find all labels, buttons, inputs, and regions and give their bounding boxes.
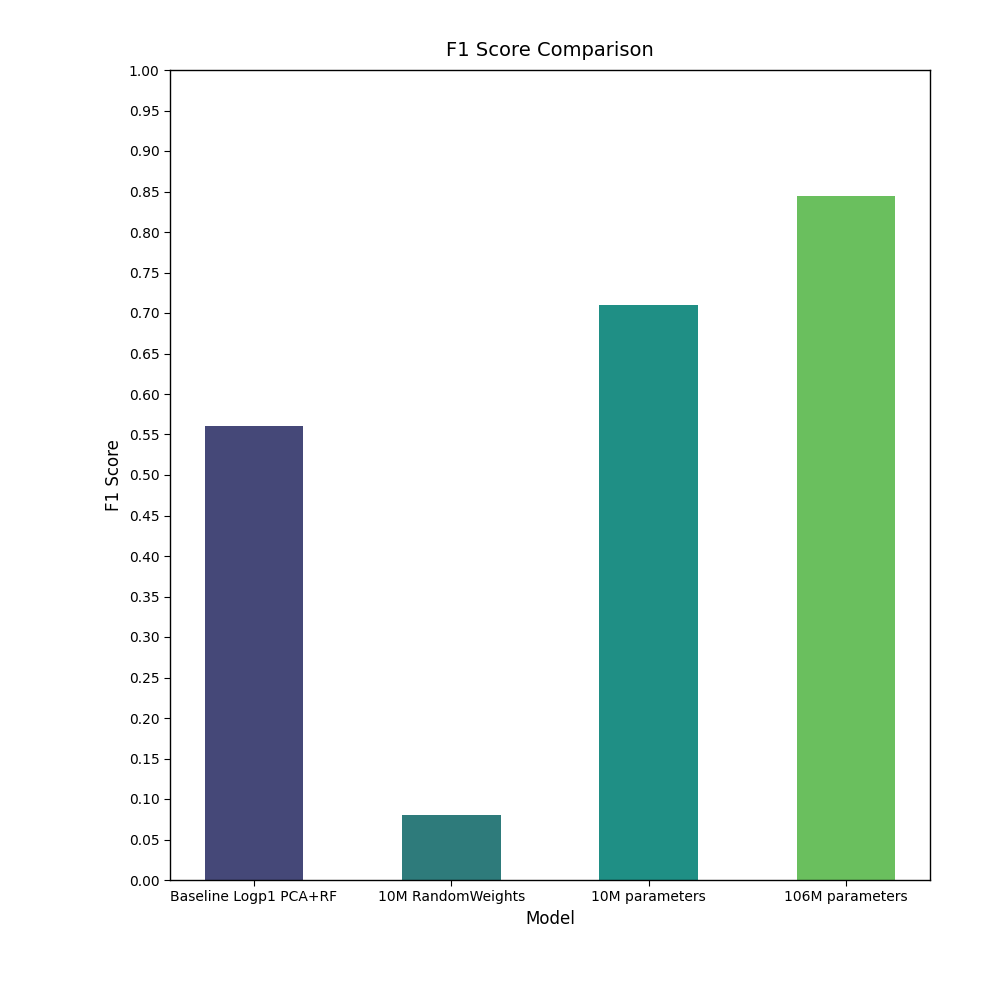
Bar (599, 305, 698, 880)
Bar (797, 196, 895, 880)
Y-axis label: F1 Score: F1 Score (105, 439, 123, 511)
X-axis label: Model: Model (525, 910, 575, 928)
Title: F1 Score Comparison: F1 Score Comparison (446, 41, 654, 60)
Bar (205, 426, 303, 880)
Bar (402, 815, 501, 880)
